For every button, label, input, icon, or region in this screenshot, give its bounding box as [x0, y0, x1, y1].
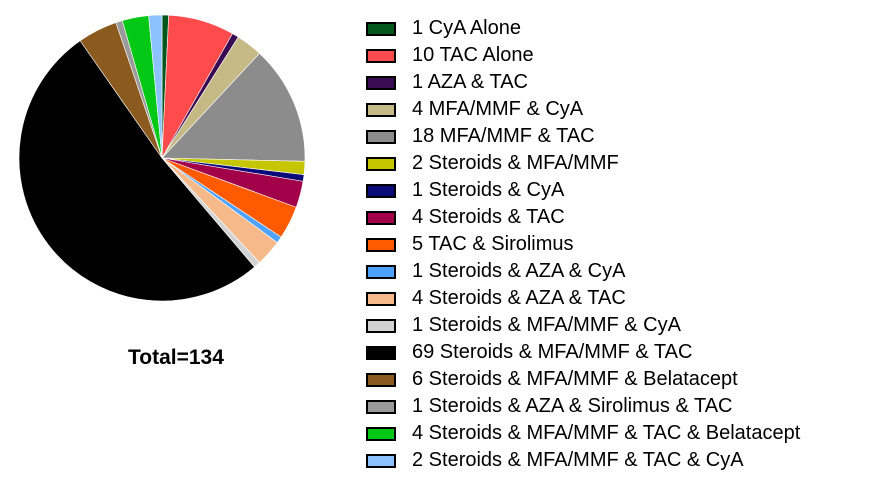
legend-swatch	[366, 426, 396, 441]
legend-swatch	[366, 345, 396, 360]
legend-label: 1 Steroids & CyA	[412, 179, 565, 201]
legend-swatch	[366, 156, 396, 171]
legend-label: 2 Steroids & MFA/MMF	[412, 152, 619, 174]
legend-entry-9: 5 TAC & Sirolimus	[366, 231, 800, 258]
legend-label: 5 TAC & Sirolimus	[412, 233, 574, 255]
legend-entry-4: 4 MFA/MMF & CyA	[366, 96, 800, 123]
pie-chart	[18, 14, 306, 302]
legend-swatch	[366, 129, 396, 144]
legend-label: 4 MFA/MMF & CyA	[412, 98, 584, 120]
legend-entry-2: 10 TAC Alone	[366, 42, 800, 69]
legend-label: 1 CyA Alone	[412, 17, 521, 39]
legend-entry-6: 2 Steroids & MFA/MMF	[366, 150, 800, 177]
legend-entry-10: 1 Steroids & AZA & CyA	[366, 258, 800, 285]
legend-swatch	[366, 291, 396, 306]
legend-label: 4 Steroids & MFA/MMF & TAC & Belatacept	[412, 422, 801, 444]
legend-label: 4 Steroids & AZA & TAC	[412, 287, 626, 309]
total-label: Total=134	[128, 346, 224, 369]
legend-swatch	[366, 210, 396, 225]
pie-slice-17	[148, 14, 163, 159]
legend-swatch	[366, 264, 396, 279]
legend-label: 6 Steroids & MFA/MMF & Belatacept	[412, 368, 738, 390]
legend-label: 1 Steroids & AZA & CyA	[412, 260, 626, 282]
legend-entry-16: 4 Steroids & MFA/MMF & TAC & Belatacept	[366, 420, 800, 447]
legend-label: 4 Steroids & TAC	[412, 206, 565, 228]
legend-swatch	[366, 318, 396, 333]
pie-slice-5	[161, 52, 306, 162]
legend-entry-5: 18 MFA/MMF & TAC	[366, 123, 800, 150]
legend-entry-12: 1 Steroids & MFA/MMF & CyA	[366, 312, 800, 339]
legend-swatch	[366, 21, 396, 36]
legend-swatch	[366, 48, 396, 63]
legend-swatch	[366, 237, 396, 252]
legend-label: 2 Steroids & MFA/MMF & TAC & CyA	[412, 449, 744, 471]
legend-label: 1 Steroids & MFA/MMF & CyA	[412, 314, 681, 336]
legend: 1 CyA Alone 10 TAC Alone 1 AZA & TAC 4 MFA/…	[366, 15, 800, 474]
legend-entry-1: 1 CyA Alone	[366, 15, 800, 42]
legend-swatch	[366, 183, 396, 198]
legend-entry-15: 1 Steroids & AZA & Sirolimus & TAC	[366, 393, 800, 420]
legend-label: 69 Steroids & MFA/MMF & TAC	[412, 341, 693, 363]
pie-slice-13	[18, 40, 255, 302]
legend-entry-14: 6 Steroids & MFA/MMF & Belatacept	[366, 366, 800, 393]
legend-swatch	[366, 75, 396, 90]
legend-label: 18 MFA/MMF & TAC	[412, 125, 595, 147]
legend-swatch	[366, 453, 396, 468]
legend-entry-17: 2 Steroids & MFA/MMF & TAC & CyA	[366, 447, 800, 474]
legend-entry-3: 1 AZA & TAC	[366, 69, 800, 96]
legend-entry-11: 4 Steroids & AZA & TAC	[366, 285, 800, 312]
legend-entry-8: 4 Steroids & TAC	[366, 204, 800, 231]
legend-entry-7: 1 Steroids & CyA	[366, 177, 800, 204]
legend-entry-13: 69 Steroids & MFA/MMF & TAC	[366, 339, 800, 366]
legend-swatch	[366, 102, 396, 117]
legend-swatch	[366, 399, 396, 414]
legend-label: 1 AZA & TAC	[412, 71, 528, 93]
legend-label: 10 TAC Alone	[412, 44, 534, 66]
legend-label: 1 Steroids & AZA & Sirolimus & TAC	[412, 395, 733, 417]
legend-swatch	[366, 372, 396, 387]
